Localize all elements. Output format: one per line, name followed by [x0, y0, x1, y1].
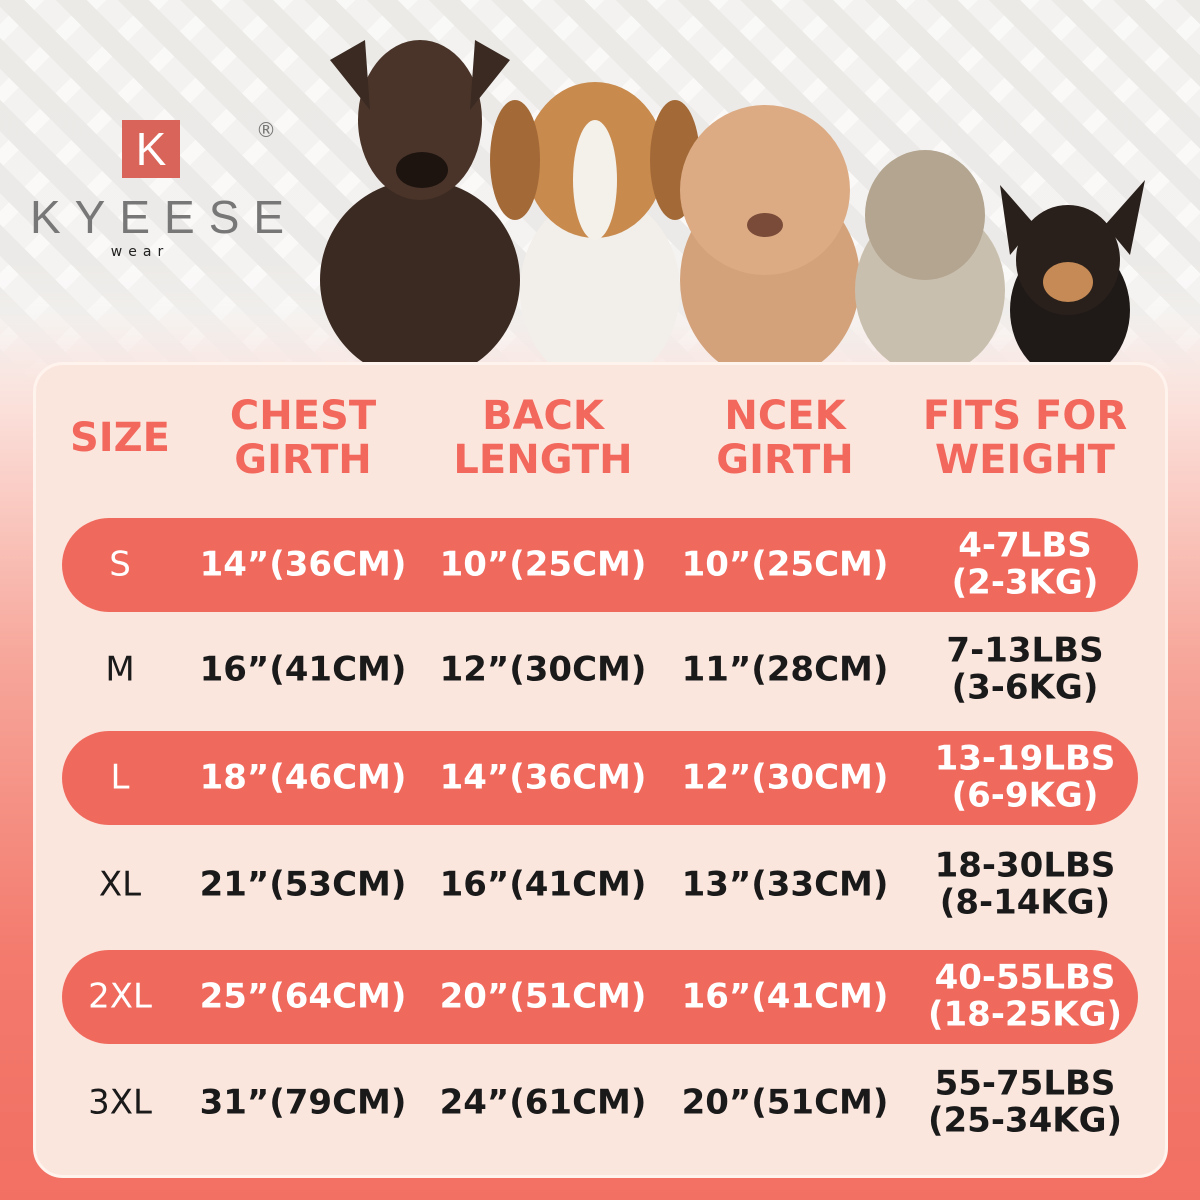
neck-cell: 10”(25CM): [681, 544, 889, 585]
back-cell: 12”(30CM): [439, 649, 647, 690]
size-cell: M: [105, 649, 135, 690]
chest-cell: 14”(36CM): [199, 544, 407, 585]
size-cell: XL: [98, 864, 142, 905]
neck-cell: 13”(33CM): [681, 864, 889, 905]
weight-cell: 55-75LBS (25-34KG): [927, 1063, 1123, 1141]
column-header: NCEK GIRTH: [716, 393, 854, 483]
brand-sub: wear: [110, 244, 170, 260]
neck-cell: 12”(30CM): [681, 757, 889, 798]
chest-cell: 25”(64CM): [199, 976, 407, 1017]
dogs-photo: [320, 40, 1145, 365]
chest-cell: 31”(79CM): [199, 1082, 407, 1123]
weight-cell: 7-13LBS (3-6KG): [946, 630, 1104, 708]
poodle-image: [680, 105, 860, 365]
column-header: FITS FOR WEIGHT: [922, 393, 1128, 483]
back-cell: 24”(61CM): [439, 1082, 647, 1123]
size-cell: 2XL: [88, 976, 152, 1017]
registered-mark: ®: [256, 118, 276, 142]
size-cell: 3XL: [88, 1082, 152, 1123]
chest-cell: 21”(53CM): [199, 864, 407, 905]
beagle-image: [490, 82, 700, 365]
neck-cell: 11”(28CM): [681, 649, 889, 690]
logo-k-icon: K: [122, 120, 180, 178]
neck-cell: 16”(41CM): [681, 976, 889, 1017]
back-cell: 20”(51CM): [439, 976, 647, 1017]
chihuahua-image: [1000, 180, 1145, 365]
brand-name: KYEESE: [30, 191, 299, 243]
highlight-row-band: [62, 950, 1138, 1044]
brand-logo: ® K KYEESE wear: [30, 118, 299, 260]
column-header: CHEST GIRTH: [229, 393, 377, 483]
size-cell: S: [109, 544, 131, 585]
size-cell: L: [110, 757, 130, 798]
back-cell: 16”(41CM): [439, 864, 647, 905]
schnauzer-image: [855, 150, 1005, 365]
highlight-row-band: [62, 518, 1138, 612]
chest-cell: 18”(46CM): [199, 757, 407, 798]
doberman-image: [320, 40, 520, 365]
column-header: BACK LENGTH: [453, 393, 633, 483]
weight-cell: 4-7LBS (2-3KG): [951, 525, 1099, 603]
weight-cell: 18-30LBS (8-14KG): [934, 845, 1116, 923]
neck-cell: 20”(51CM): [681, 1082, 889, 1123]
column-header: SIZE: [69, 415, 171, 461]
back-cell: 14”(36CM): [439, 757, 647, 798]
weight-cell: 40-55LBS (18-25KG): [927, 957, 1123, 1035]
back-cell: 10”(25CM): [439, 544, 647, 585]
highlight-row-band: [62, 731, 1138, 825]
chest-cell: 16”(41CM): [199, 649, 407, 690]
weight-cell: 13-19LBS (6-9KG): [934, 738, 1116, 816]
